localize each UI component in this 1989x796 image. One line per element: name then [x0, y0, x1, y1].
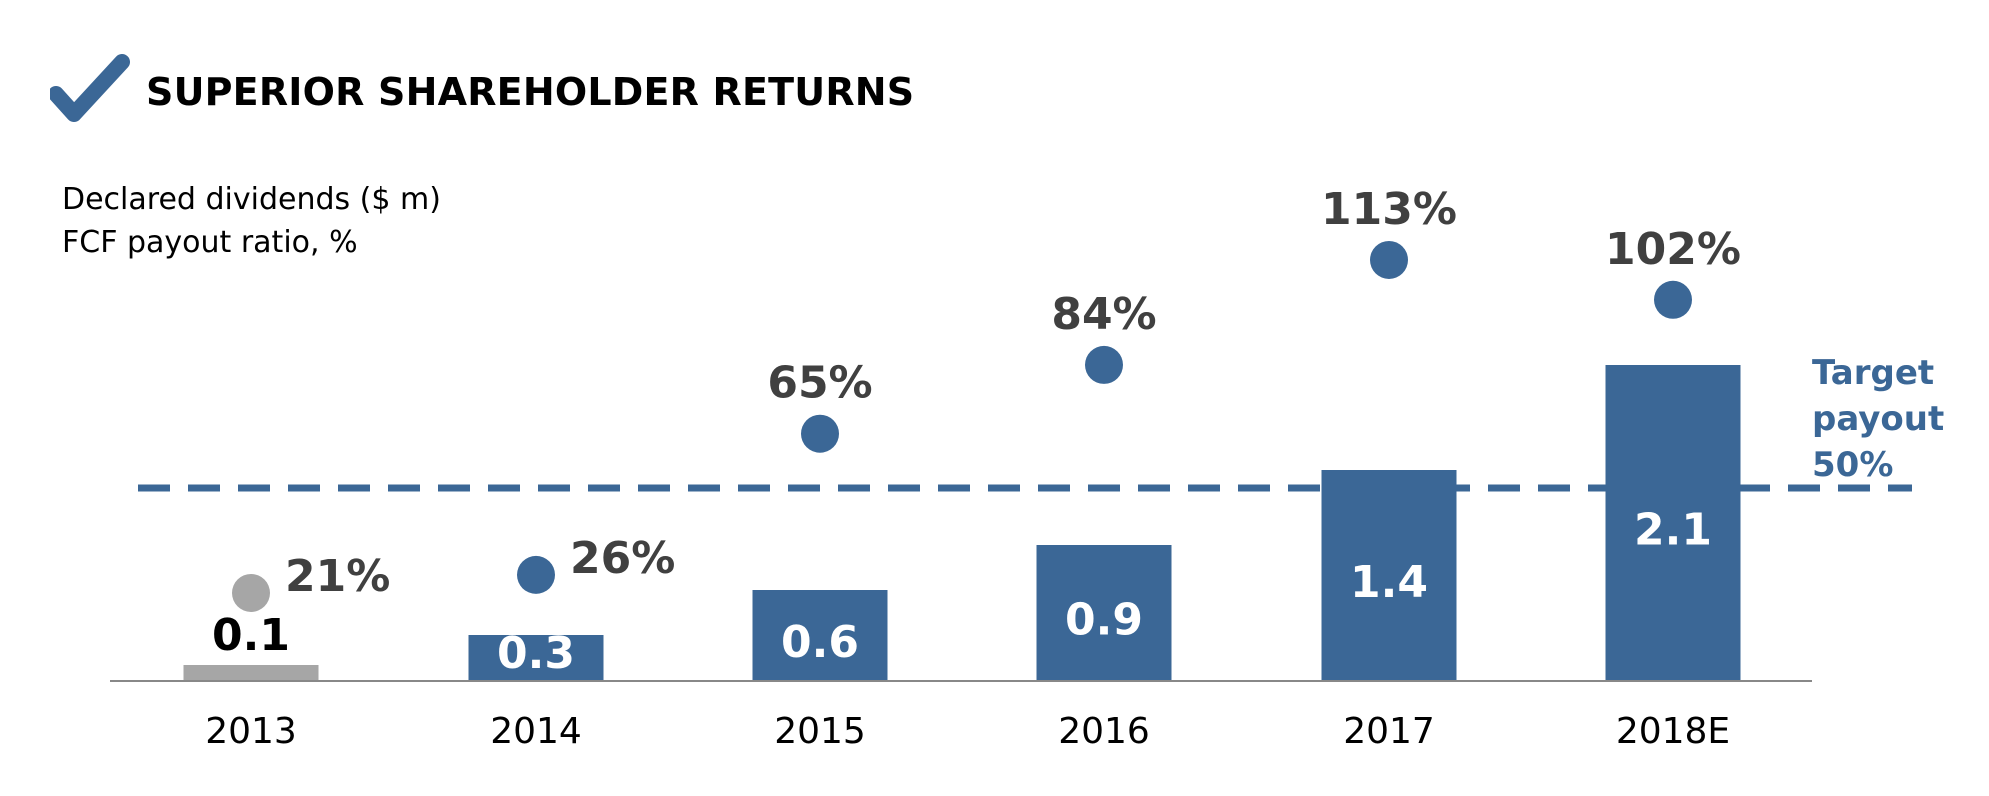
legend-payout-ratio: FCF payout ratio, %: [62, 225, 358, 260]
bar-2015: [752, 590, 888, 680]
bar-value-label-2018E: 2.1: [1634, 505, 1712, 556]
payout-marker-2013: [232, 573, 270, 612]
payout-label-2015: 65%: [767, 358, 872, 409]
checkmark-icon: [50, 54, 130, 122]
legend: Declared dividends ($ m) FCF payout rati…: [62, 178, 441, 264]
bar-2013: [183, 665, 319, 680]
payout-marker-2014: [517, 555, 555, 594]
x-tick-label-2017: 2017: [1343, 711, 1435, 752]
bar-value-label-2016: 0.9: [1065, 595, 1143, 646]
x-tick-label-2014: 2014: [490, 711, 582, 752]
payout-label-2013: 21%: [285, 551, 390, 602]
bar-2016: [1036, 545, 1172, 680]
page-title: SUPERIOR SHAREHOLDER RETURNS: [146, 70, 915, 114]
bar-value-label-2014: 0.3: [497, 628, 575, 679]
bar-value-label-2017: 1.4: [1350, 557, 1428, 608]
target-line1: Target: [1812, 353, 1935, 393]
header: SUPERIOR SHAREHOLDER RETURNS: [50, 52, 914, 132]
x-tick-label-2016: 2016: [1058, 711, 1150, 752]
bar-value-label-2013: 0.1: [212, 610, 290, 661]
legend-dividends: Declared dividends ($ m): [62, 182, 441, 217]
payout-marker-2016: [1085, 345, 1123, 384]
target-line2: payout: [1812, 399, 1945, 439]
target-line3: 50%: [1812, 445, 1894, 485]
bar-2018E: [1605, 365, 1741, 680]
x-tick-label-2018E: 2018E: [1616, 711, 1730, 752]
bar-2017: [1321, 470, 1457, 680]
payout-marker-2015: [801, 414, 839, 453]
payout-label-2014: 26%: [570, 533, 675, 584]
payout-marker-2018E: [1654, 280, 1692, 319]
target-payout-label: Target payout 50%: [1812, 350, 1944, 488]
bar-value-label-2015: 0.6: [781, 617, 859, 668]
payout-label-2017: 113%: [1321, 184, 1457, 235]
bar-2014: [468, 635, 604, 680]
payout-label-2018E: 102%: [1605, 224, 1741, 275]
payout-marker-2017: [1370, 240, 1408, 279]
x-tick-label-2015: 2015: [774, 711, 866, 752]
x-tick-label-2013: 2013: [205, 711, 297, 752]
payout-label-2016: 84%: [1051, 289, 1156, 340]
